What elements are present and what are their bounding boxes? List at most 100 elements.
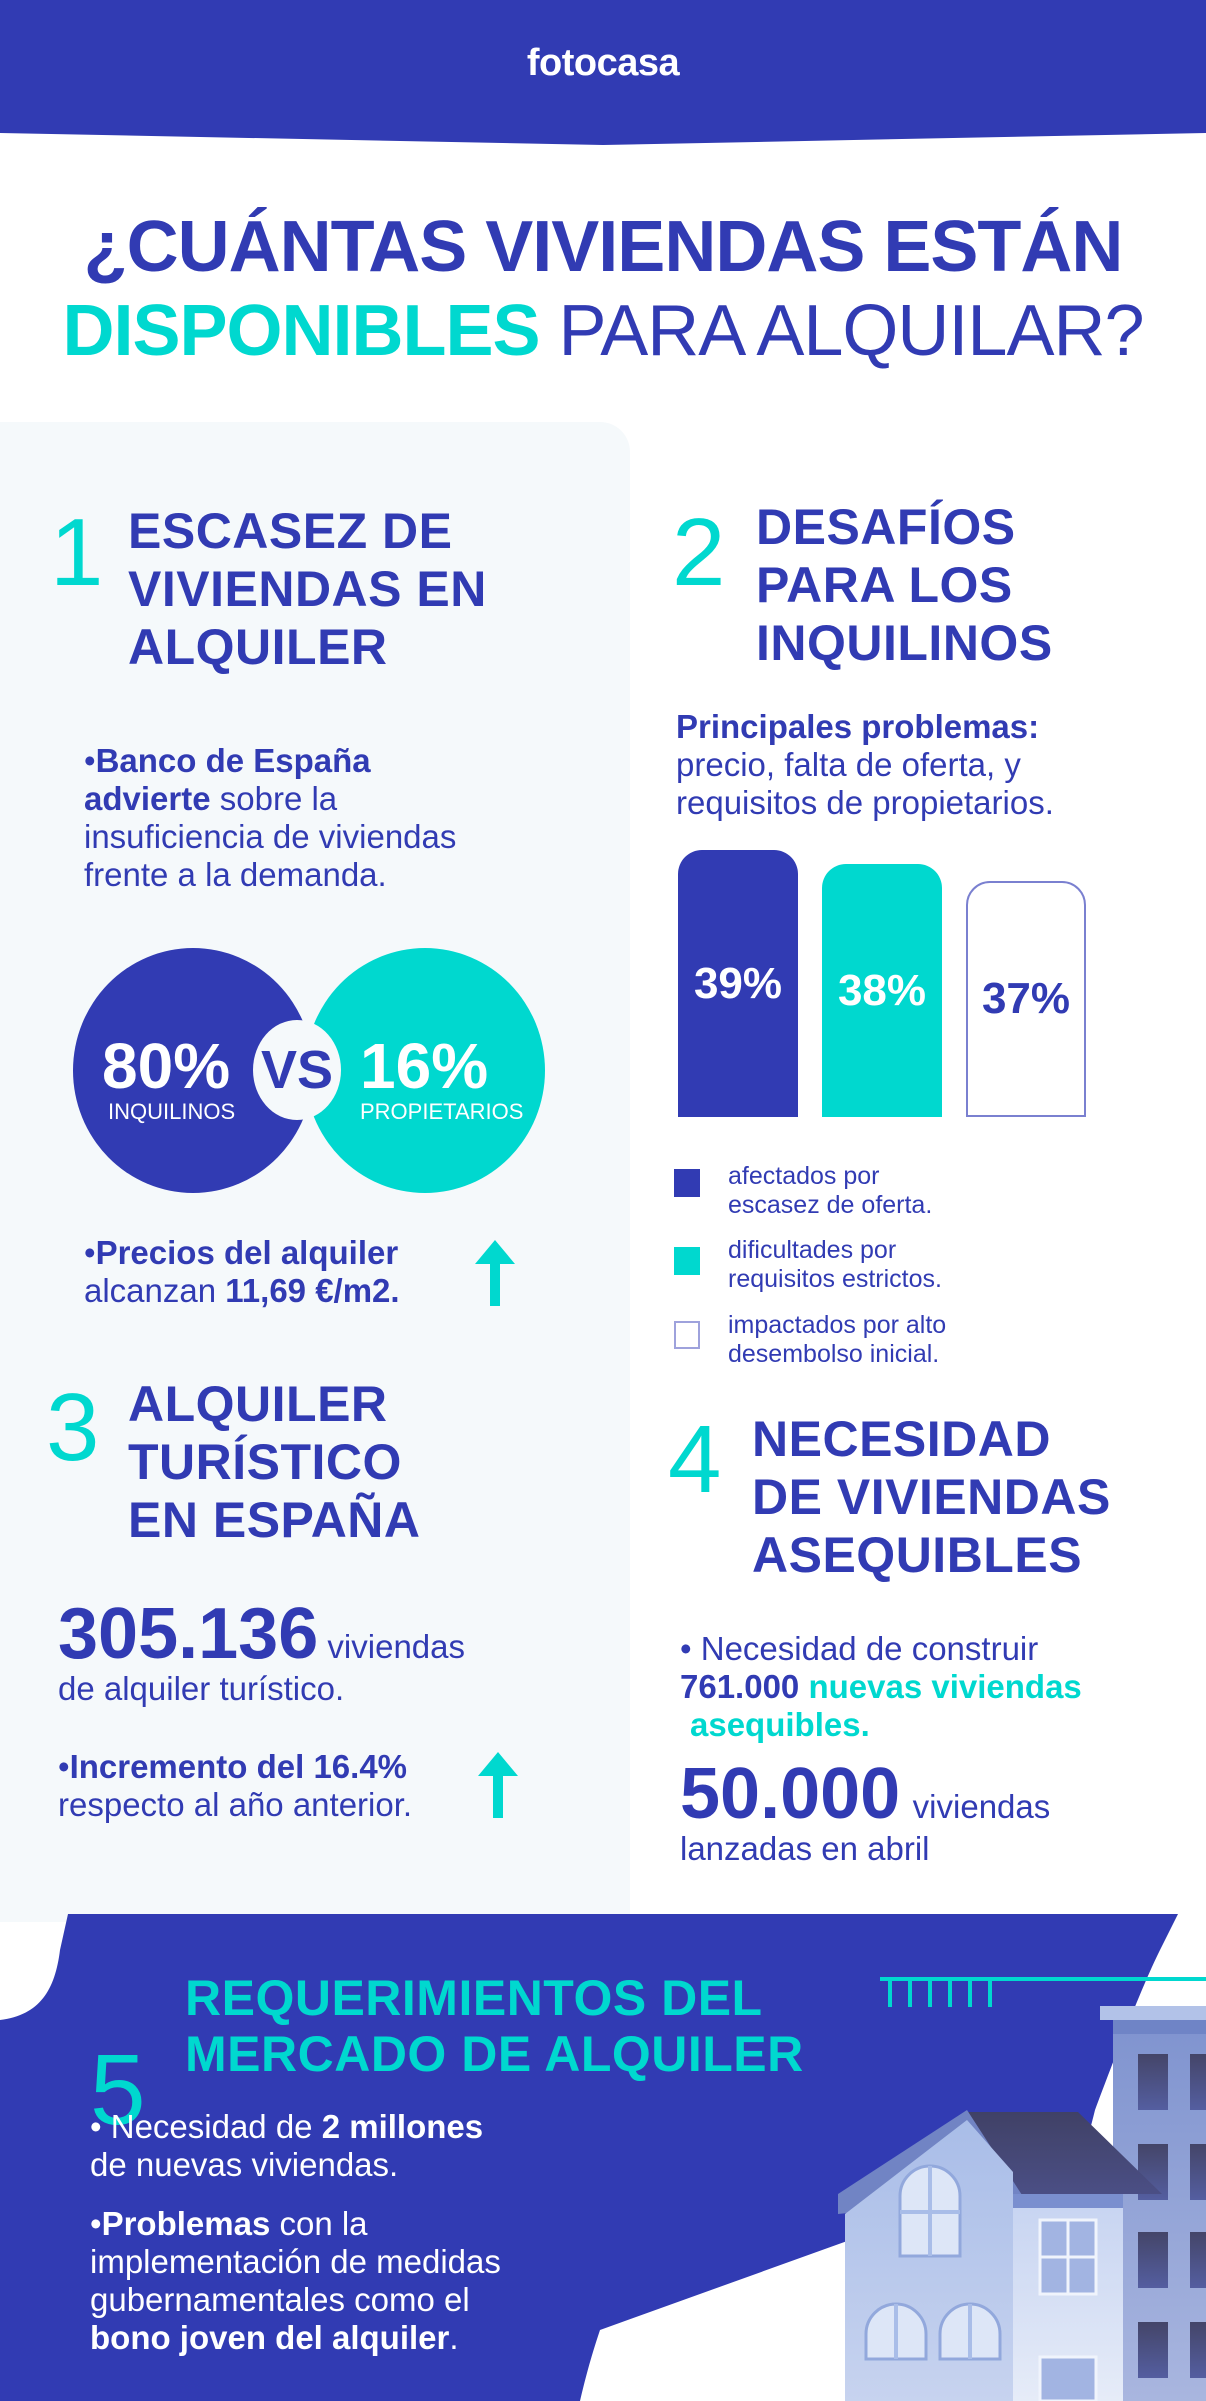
price-value: 11,69 €/m2. [225,1272,400,1309]
section-5-number: 5 [90,2034,146,2146]
bar-shortage: 39% [678,850,798,1117]
title-line: VIVIENDAS EN [128,561,487,617]
launched-homes-suffix: viviendas [912,1788,1051,1825]
bullet-bold: 2 millones [321,2108,484,2145]
legend-item-1: afectados por escasez de oferta. [728,1162,932,1220]
bullet-text: Necesidad de [110,2108,322,2145]
section-5-banner: 5 REQUERIMIENTOS DEL MERCADO DE ALQUILER… [0,1910,1206,2401]
title-line: REQUERIMIENTOS DEL [185,1970,763,2026]
title-line: TURÍSTICO [128,1434,402,1490]
bullet-bold: bono joven del alquiler [90,2319,450,2356]
bullet-text: implementación de medidas [90,2243,501,2280]
section-2-intro: Principales problemas: precio, falta de … [676,708,1146,822]
railing [880,1977,1206,2007]
owners-label: PROPIETARIOS [360,1099,524,1124]
intro-text: precio, falta de oferta, y requisitos de… [676,746,1054,821]
section-5-title: REQUERIMIENTOS DEL MERCADO DE ALQUILER [185,1970,804,2082]
fotocasa-logo[interactable]: fotocasa [526,42,680,84]
housing-needed-value: 761.000 [680,1668,800,1705]
section-3-number: 3 [46,1374,100,1481]
section-1-title: ESCASEZ DE VIVIENDAS EN ALQUILER [128,502,487,676]
section-1-number: 1 [50,499,104,606]
vs-badge: VS [253,1020,341,1120]
legend-line: afectados por [728,1162,880,1190]
legend-swatch-teal [674,1247,700,1275]
bullet-text: respecto al año anterior. [58,1786,413,1823]
legend-line: dificultades por [728,1236,897,1264]
title-line: PARA LOS [756,557,1013,613]
buildings-illustration [838,1977,1206,2401]
bullet-bold: Incremento del 16.4% [69,1748,408,1785]
section-4-title: NECESIDAD DE VIVIENDAS ASEQUIBLES [752,1410,1111,1584]
section-3-title: ALQUILER TURÍSTICO EN ESPAÑA [128,1375,421,1549]
bullet-text: Necesidad de construir [700,1630,1039,1667]
bullet-dot: • [90,2108,111,2145]
bullet-text: sobre la insuficiencia de viviendas fren… [84,780,457,893]
tenants-percent: 80% [102,1030,231,1102]
bullet-dot: • [84,742,96,779]
title-line: ALQUILER [128,619,388,675]
bullet-text: . [449,2319,459,2356]
bar-requirements: 38% [822,864,942,1117]
section-5-bullet-2: •Problemas con la implementación de medi… [90,2205,590,2357]
title-line-2-rest: PARA ALQUILAR? [539,291,1145,371]
tenants-label: INQUILINOS [108,1099,236,1124]
intro-bold: Principales problemas: [676,708,1040,745]
bullet-highlight: asequibles. [690,1706,870,1743]
section-3-bullet: •Incremento del 16.4% respecto al año an… [58,1748,478,1824]
legend-line: requisitos estrictos. [728,1265,942,1293]
legend-line: desembolso inicial. [728,1340,940,1368]
section-1-bullet-2: •Precios del alquiler alcanzan 11,69 €/m… [84,1234,464,1310]
bullet-text: gubernamentales como el [90,2281,470,2318]
bullet-text: alcanzan [84,1272,226,1309]
section-5-background [0,1914,1178,2401]
legend-swatch-blue [674,1169,700,1197]
bullet-text: con la [270,2205,368,2242]
tourist-rentals-stat: 305.136 viviendas de alquiler turístico. [58,1598,465,1708]
bullet-bold: Problemas [101,2205,271,2242]
tourist-rentals-value: 305.136 [58,1594,319,1674]
launched-homes-stat: 50.000 viviendas lanzadas en abril [680,1758,1050,1868]
owners-circle [305,948,545,1193]
left-panel-background [0,422,630,1922]
title-line-1: ¿CUÁNTAS VIVIENDAS ESTÁN [83,207,1124,287]
arrow-up-icon [475,1240,515,1306]
section-4-bullet: • Necesidad de construir 761.000 nuevas … [680,1630,1160,1744]
bullet-highlight: nuevas viviendas [799,1668,1082,1705]
title-line: NECESIDAD [752,1411,1051,1467]
bullet-bold: Banco de España advierte [84,742,371,817]
launched-homes-caption: lanzadas en abril [680,1830,930,1867]
bar-upfront-cost: 37% [966,881,1086,1117]
section-5-bullet-1: • Necesidad de 2 millones de nuevas vivi… [90,2108,550,2184]
bullet-dot: • [680,1630,701,1667]
legend-line: escasez de oferta. [728,1191,933,1219]
title-line: DESAFÍOS [756,499,1016,555]
launched-homes-value: 50.000 [680,1754,901,1834]
title-line: EN ESPAÑA [128,1492,421,1548]
title-highlight: DISPONIBLES [62,291,540,371]
title-line: ALQUILER [128,1376,388,1432]
legend-item-3: impactados por alto desembolso inicial. [728,1311,946,1369]
title-line: INQUILINOS [756,615,1053,671]
title-line: ASEQUIBLES [752,1527,1083,1583]
owners-percent: 16% [360,1030,489,1102]
bullet-dot: • [84,1234,96,1271]
bullet-dot: • [90,2205,102,2242]
section-1-bullet-1: •Banco de España advierte sobre la insuf… [84,742,504,894]
page-title: ¿CUÁNTAS VIVIENDAS ESTÁN DISPONIBLES PAR… [0,205,1206,393]
tourist-rentals-suffix: viviendas [318,1628,466,1665]
section-4-number: 4 [668,1406,722,1513]
title-line: MERCADO DE ALQUILER [185,2026,804,2082]
section-2-title: DESAFÍOS PARA LOS INQUILINOS [756,498,1053,672]
header-banner: fotocasa [0,0,1206,145]
bullet-text: de nuevas viviendas. [90,2146,399,2183]
tourist-rentals-caption: de alquiler turístico. [58,1670,345,1707]
bullet-bold: Precios del alquiler [95,1234,399,1271]
legend-swatch-white [674,1321,700,1349]
title-line: DE VIVIENDAS [752,1469,1111,1525]
legend-item-2: dificultades por requisitos estrictos. [728,1236,942,1294]
legend-line: impactados por alto [728,1311,947,1339]
arrow-up-icon [478,1752,518,1818]
bullet-dot: • [58,1748,70,1785]
header-background [0,0,1206,145]
